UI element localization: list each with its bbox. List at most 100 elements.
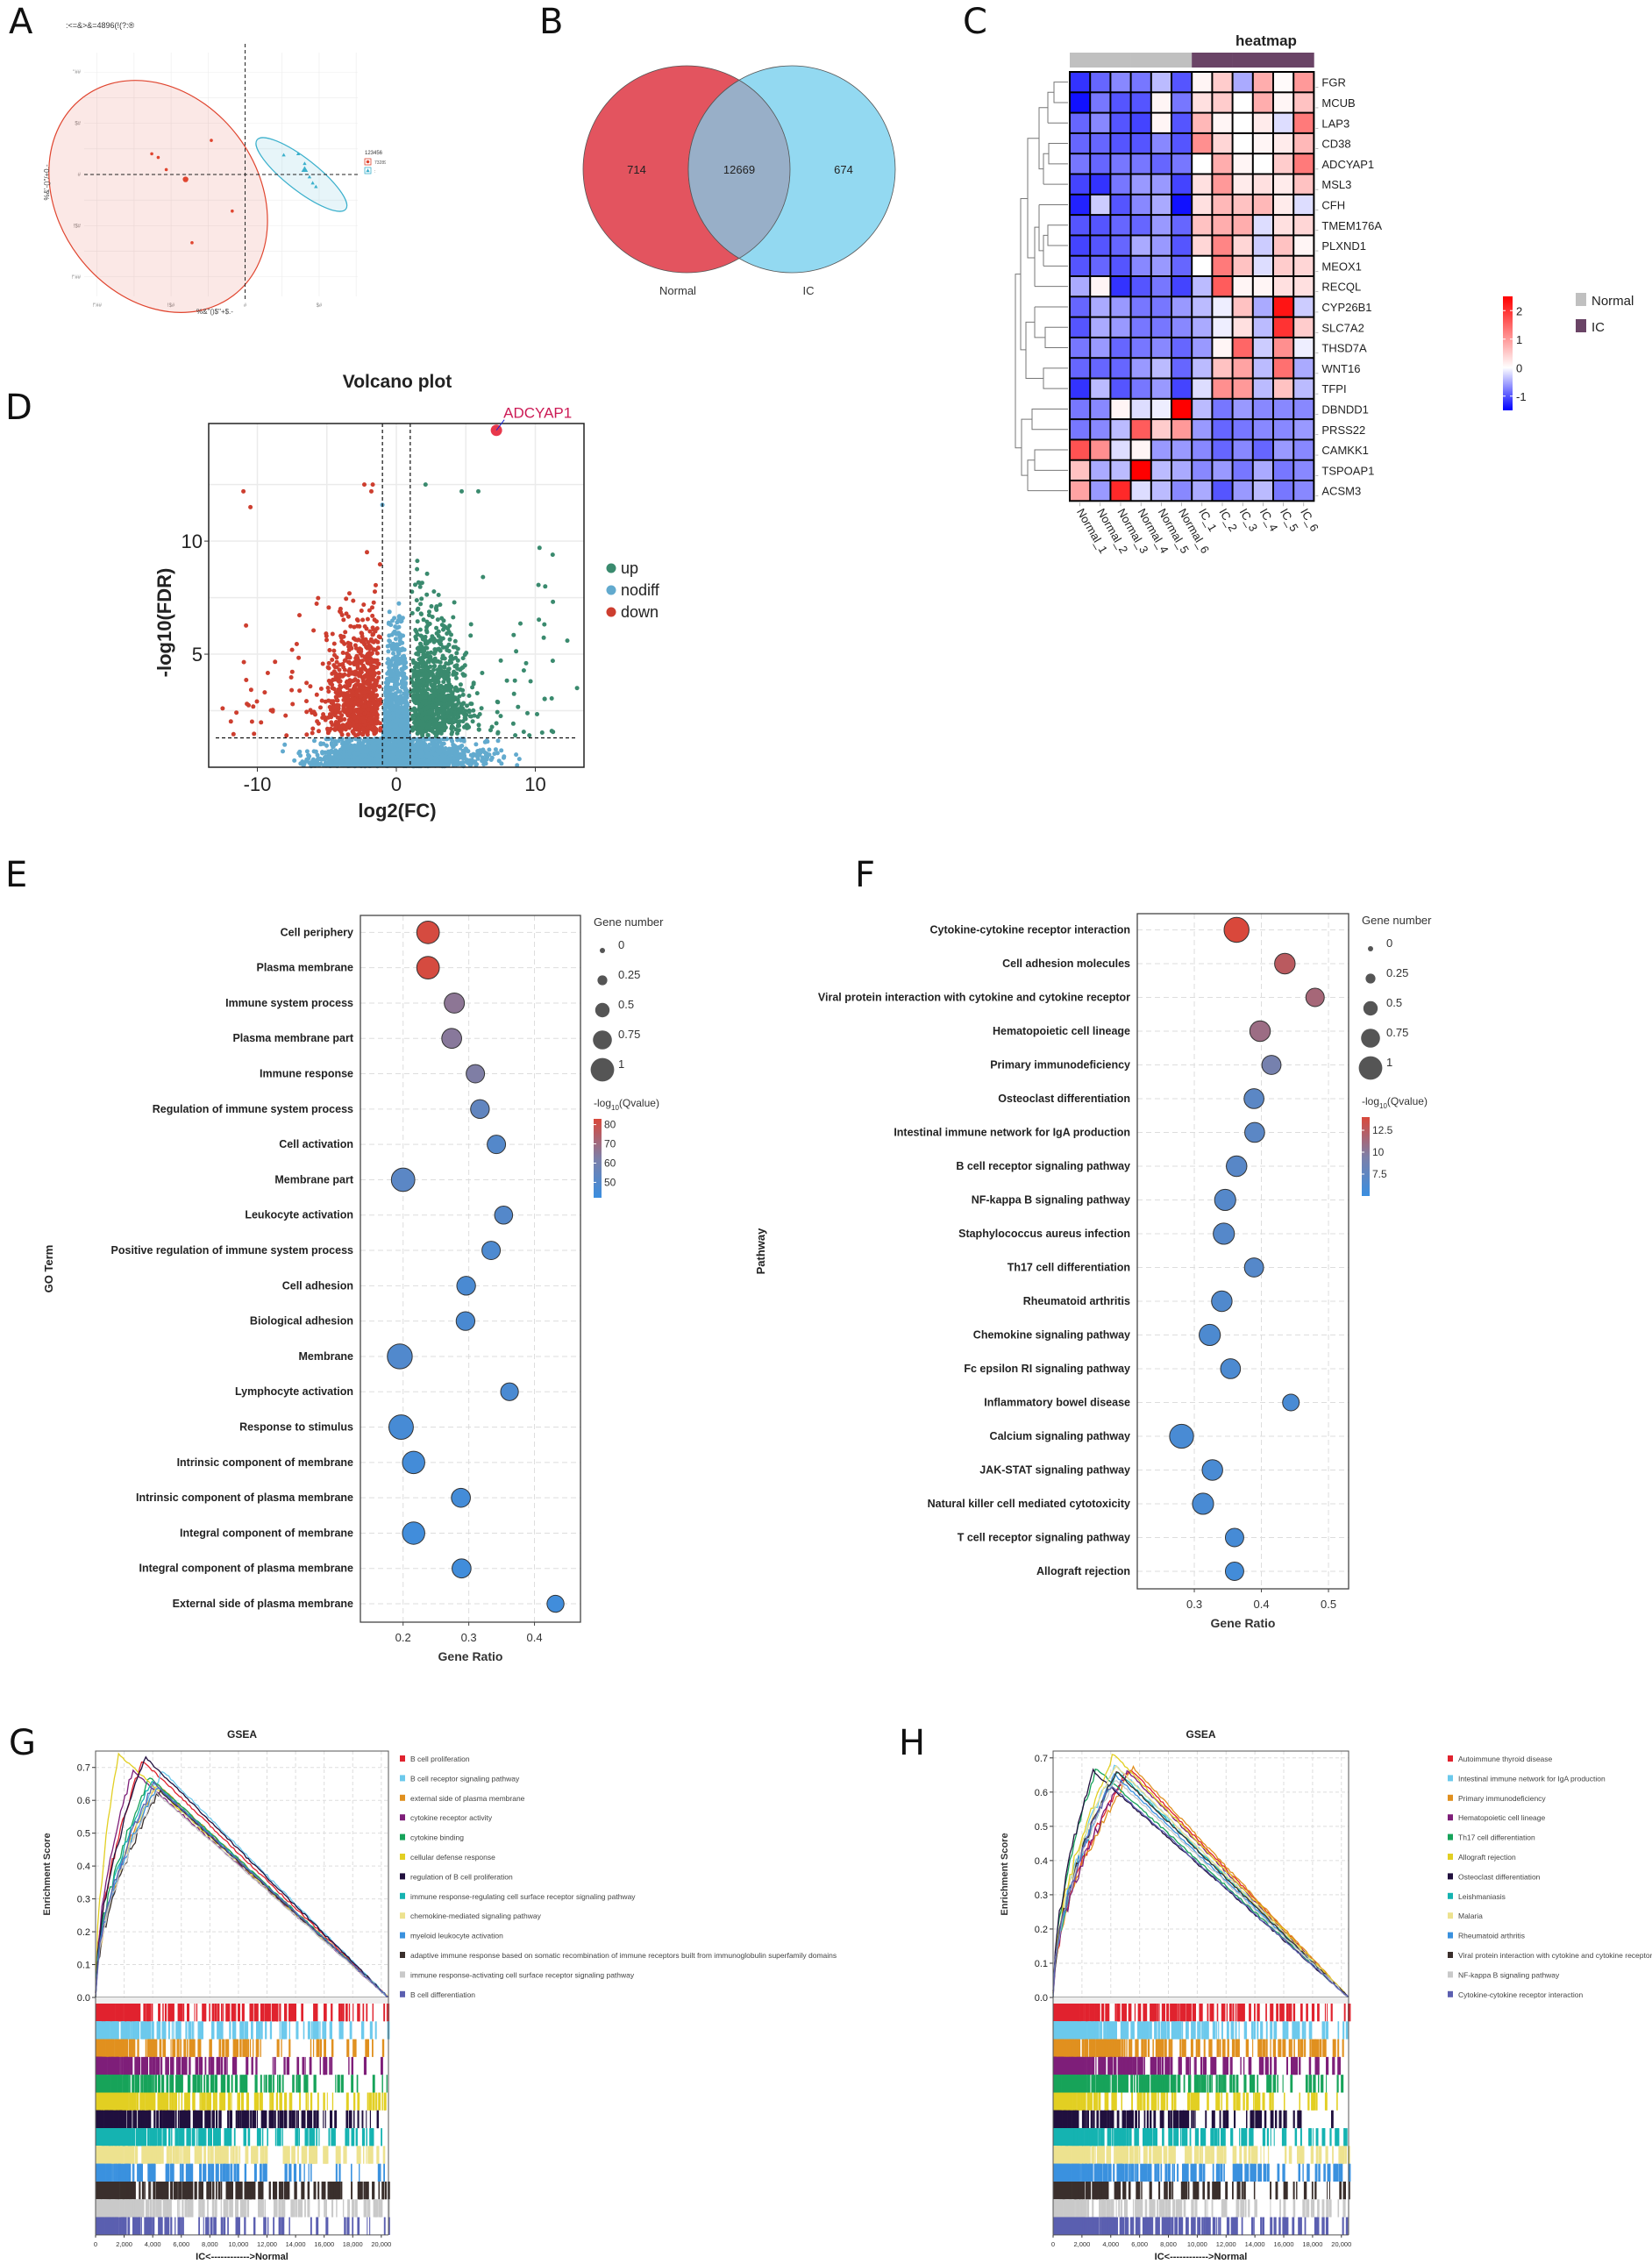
- group-bar-cell: [1273, 53, 1294, 68]
- heatmap-cell: [1172, 277, 1192, 296]
- volcano-point: [310, 730, 315, 736]
- volcano-point: [398, 714, 403, 719]
- volcano-point: [458, 667, 463, 673]
- volcano-point: [377, 684, 382, 689]
- volcano-point: [387, 621, 392, 626]
- volcano-point: [362, 482, 367, 488]
- volcano-point: [432, 664, 438, 668]
- volcano-point: [416, 606, 421, 611]
- volcano-point: [466, 749, 471, 754]
- volcano-point: [370, 482, 375, 488]
- heatmap-cell: [1233, 277, 1252, 296]
- volcano-point: [398, 657, 403, 662]
- dendrogram-branch: [1020, 197, 1028, 351]
- volcano-point: [382, 702, 388, 708]
- heatmap-cell: [1151, 317, 1171, 337]
- volcano-point: [438, 738, 442, 744]
- volcano-point: [251, 704, 256, 709]
- heatmap-cell: [1111, 317, 1130, 337]
- colorbar-label: -1: [1516, 390, 1527, 403]
- heatmap-cell: [1172, 174, 1192, 194]
- heatmap-cell: [1213, 113, 1232, 132]
- volcano-point: [346, 659, 352, 665]
- heatmap-cell: [1111, 399, 1130, 419]
- volcano-point: [374, 716, 380, 721]
- volcano-point: [417, 584, 423, 589]
- volcano-point: [360, 634, 365, 639]
- volcano-point: [262, 690, 267, 695]
- row-label: TMEM176A: [1321, 219, 1382, 232]
- heatmap-cell: [1131, 481, 1150, 501]
- group-bar-cell: [1150, 53, 1172, 68]
- heatmap-dendrogram: [1015, 82, 1068, 492]
- volcano-point: [466, 760, 471, 765]
- volcano-point: [340, 639, 345, 644]
- row-label: PLXND1: [1321, 239, 1366, 253]
- volcano-point: [319, 698, 324, 703]
- volcano-point: [433, 606, 438, 611]
- volcano-point: [390, 646, 395, 651]
- volcano-point: [435, 759, 440, 765]
- sample-point: [307, 174, 312, 179]
- volcano-point: [334, 665, 339, 670]
- heatmap-cell: [1274, 338, 1293, 358]
- volcano-point: [460, 656, 466, 661]
- heatmap-cell: [1172, 113, 1192, 132]
- volcano-point: [455, 730, 459, 736]
- heatmap-cell: [1131, 338, 1150, 358]
- volcano-point: [409, 610, 415, 616]
- volcano-point: [454, 675, 459, 680]
- volcano-point: [392, 616, 397, 621]
- volcano-point: [417, 761, 422, 766]
- volcano-point: [463, 716, 468, 722]
- volcano-point: [338, 609, 342, 614]
- volcano-point: [389, 744, 394, 750]
- volcano-point: [385, 753, 390, 758]
- volcano-point: [331, 641, 337, 646]
- sample-point: [296, 152, 301, 155]
- volcano-point: [439, 753, 445, 758]
- heatmap-cell: [1091, 399, 1110, 419]
- panel-label-e: E: [5, 855, 28, 895]
- volcano-point: [324, 762, 329, 767]
- volcano-point: [356, 649, 361, 654]
- volcano-point: [304, 749, 310, 754]
- volcano-point: [308, 760, 313, 765]
- volcano-point: [360, 758, 365, 764]
- volcano-point: [452, 638, 458, 644]
- heatmap-cell: [1172, 93, 1192, 112]
- volcano-point: [406, 733, 411, 738]
- volcano-point: [365, 616, 370, 622]
- panel-label-h: H: [899, 1723, 926, 1763]
- heatmap-cell: [1193, 93, 1212, 112]
- heatmap-cell: [1091, 174, 1110, 194]
- volcano-point: [394, 680, 399, 686]
- volcano-point: [399, 720, 404, 725]
- col-label: IC_4: [1257, 506, 1281, 533]
- volcano-point: [345, 640, 351, 645]
- volcano-point: [341, 665, 346, 670]
- volcano-point: [461, 750, 466, 755]
- heatmap-cell: [1071, 460, 1090, 480]
- volcano-point: [460, 701, 466, 706]
- volcano-point: [403, 723, 409, 728]
- volcano-point: [234, 710, 239, 716]
- heatmap-cell: [1131, 359, 1150, 378]
- volcano-point: [220, 706, 225, 711]
- group-bar-cell: [1130, 53, 1152, 68]
- sample-point: [150, 152, 153, 156]
- volcano-point: [311, 628, 317, 633]
- volcano-point: [392, 738, 397, 744]
- volcano-point: [376, 671, 381, 675]
- volcano-point: [402, 727, 408, 732]
- x-tick-label: #: [244, 303, 247, 309]
- heatmap-cell: [1131, 195, 1150, 215]
- volcano-point: [393, 718, 398, 723]
- pca-plot: :<=&>&=4896(!(?:® !"## !$# # $#"##$##!$#!"#…: [43, 21, 386, 316]
- volcano-point: [382, 706, 388, 711]
- volcano-point: [391, 724, 396, 729]
- volcano-point: [362, 673, 367, 679]
- volcano-point: [419, 596, 424, 602]
- volcano-point: [460, 760, 466, 765]
- volcano-point: [360, 763, 366, 768]
